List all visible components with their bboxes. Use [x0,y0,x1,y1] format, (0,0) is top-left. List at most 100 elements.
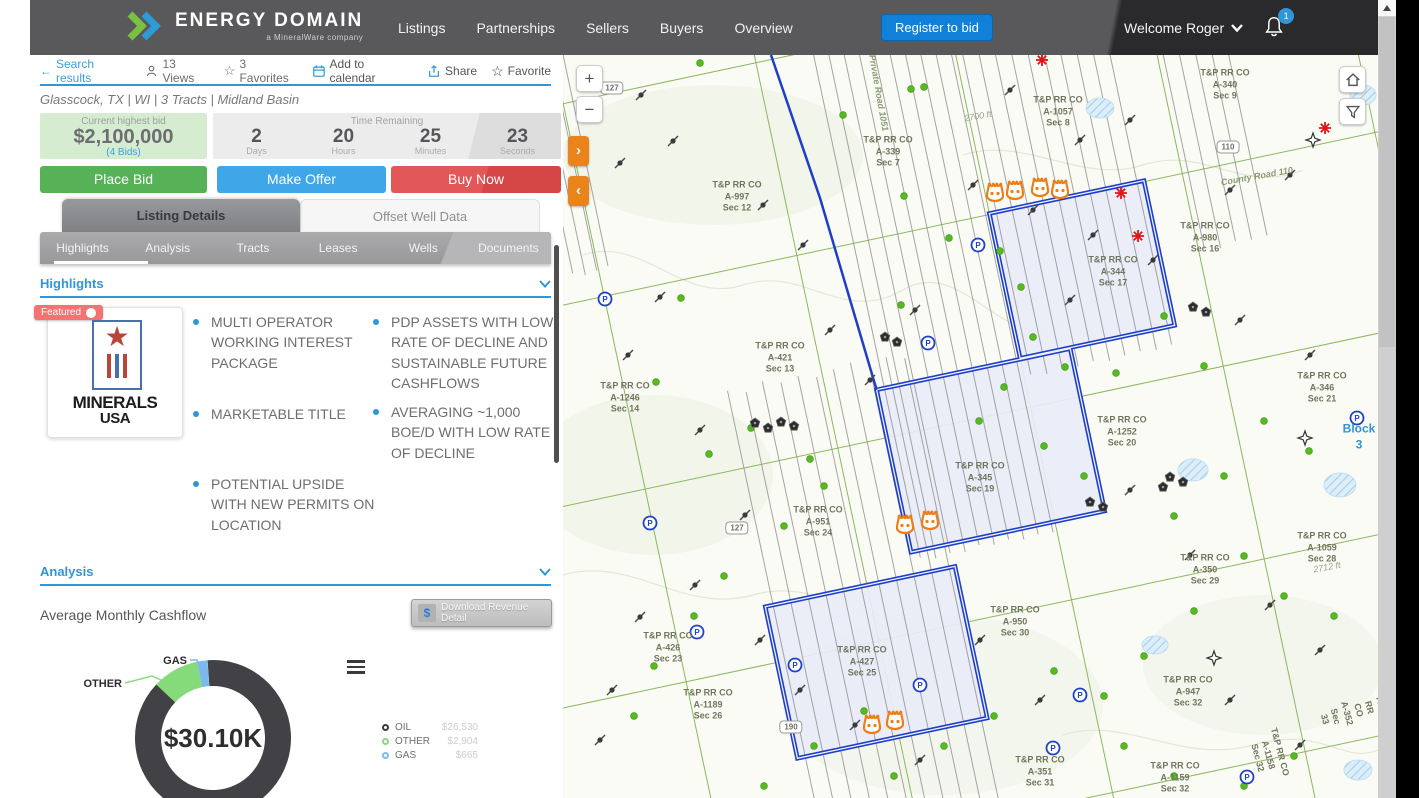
notifications-button[interactable]: 1 [1263,7,1295,42]
analysis-section-header[interactable]: Analysis [40,564,551,579]
minerals-usa-logo: ★ [92,320,142,390]
slice-label-gas: GAS [163,655,187,667]
register-to-bid-button[interactable]: Register to bid [881,14,993,41]
nav-sellers[interactable]: Sellers [586,19,629,36]
user-menu[interactable]: Welcome Roger [1124,19,1244,36]
highlight-bullet: PDP ASSETS WITH LOW RATE OF DECLINE AND … [373,312,561,393]
scrollbar-thumb[interactable] [1379,17,1395,347]
subtab-analysis[interactable]: Analysis [145,241,191,255]
featured-listing-card[interactable]: Featured ★ MINERALS USA [34,305,183,438]
featured-badge: Featured [34,305,104,320]
filter-icon [1345,105,1360,119]
subtab-leases[interactable]: Leases [318,241,358,255]
map-area[interactable]: P [563,55,1378,798]
map-canvas: P [563,55,1378,798]
subtab-highlights[interactable]: Highlights [56,241,109,255]
current-bid-box: Current highest bid $2,100,000 (4 Bids) [40,113,207,159]
nav-listings[interactable]: Listings [398,19,446,36]
gas-marker-icon [382,751,389,759]
donut-center-label: $30.10K [164,723,263,753]
bullet-icon [193,411,199,417]
chart-menu-button[interactable] [347,660,365,677]
chart-legend: OIL $26,530 OTHER $2,904 GAS $665 [382,720,478,762]
countdown-seconds: 23 Seconds [499,126,536,156]
buy-now-button[interactable]: Buy Now [391,166,561,193]
star-icon: ☆ [491,62,504,79]
page-scrollbar[interactable] [1378,0,1396,798]
divider [40,296,551,298]
top-nav-bar: ENERGY DOMAIN a MineralWare company List… [30,0,1378,55]
highlight-bullet: MULTI OPERATOR WORKING INTEREST PACKAGE [193,312,373,373]
place-bid-button[interactable]: Place Bid [40,166,207,193]
bids-link[interactable]: (4 Bids) [106,147,141,158]
legend-row-gas: GAS $665 [382,748,478,762]
lease-boundary-line [769,55,878,391]
highlight-bullet: MARKETABLE TITLE [193,404,373,424]
donut-slice-oil [135,660,291,798]
main-nav: Listings Partnerships Sellers Buyers Ove… [398,0,793,55]
welcome-label: Welcome Roger [1124,19,1225,36]
divider [40,84,551,86]
subtab-tracts[interactable]: Tracts [236,241,270,255]
legend-row-other: OTHER $2,904 [382,734,478,748]
panel-expand-button[interactable]: › [568,136,589,166]
subtab-wells[interactable]: Wells [408,241,438,255]
current-bid-amount: $2,100,000 [73,126,174,148]
share-button[interactable]: Share [427,64,477,78]
back-to-search[interactable]: ← Search results [40,57,95,85]
add-to-calendar-button[interactable]: Add to calendar [312,57,413,85]
chevron-down-icon [539,279,551,288]
views-count: 13 Views [145,57,210,85]
bullet-icon [193,319,199,325]
make-offer-button[interactable]: Make Offer [217,166,386,193]
download-revenue-detail-button[interactable]: $ Download Revenue Detail [411,599,552,627]
brand-subtitle: a MineralWare company [266,33,364,42]
brand-logo[interactable]: ENERGY DOMAIN a MineralWare company [125,10,363,42]
home-icon [1345,73,1360,87]
person-icon [147,65,157,77]
nav-overview[interactable]: Overview [734,19,793,36]
tab-offset-well-data[interactable]: Offset Well Data [300,199,540,233]
divider [40,584,551,586]
favorites-count: ☆ 3 Favorites [223,57,289,85]
subtab-documents[interactable]: Documents [478,241,539,255]
legend-row-oil: OIL $26,530 [382,720,478,734]
road-shield: 127 [725,521,749,535]
bullet-icon [373,319,379,325]
listing-panel: ← Search results 13 Views ☆ 3 Favorites [30,55,561,798]
energy-domain-chevron-icon [127,11,161,41]
map-zoom-in-button[interactable]: + [576,65,603,92]
panel-collapse-button[interactable]: ‹ [568,176,589,206]
tab-listing-details[interactable]: Listing Details [62,199,300,233]
time-remaining-box: Time Remaining 2 Days 20 Hours 25 Minutes 2… [213,113,561,159]
logo-text-line1: MINERALS [72,393,158,412]
countdown-minutes: 25 Minutes [414,126,447,156]
chevron-down-icon [539,567,551,576]
well-laterals [563,55,1268,798]
share-icon [429,65,440,77]
road-shield: 110 [1216,140,1240,154]
nav-partnerships[interactable]: Partnerships [476,19,556,36]
highlights-section-header[interactable]: Highlights [40,276,551,291]
panel-scrollbar[interactable] [554,245,559,463]
screen-edge [1396,0,1419,798]
countdown-hours: 20 Hours [331,126,356,156]
slice-label-other: OTHER [84,678,123,690]
bullet-icon [373,409,379,415]
road-shield: 127 [600,81,624,95]
calendar-icon [312,65,325,77]
map-zoom-out-button[interactable]: − [576,96,603,123]
countdown-days: 2 Days [246,126,267,156]
subtab-bar: Highlights Analysis Tracts Leases Wells … [40,232,551,264]
favorite-button[interactable]: ☆ Favorite [491,62,551,79]
nav-buyers[interactable]: Buyers [659,19,704,36]
bullet-icon [193,481,199,487]
scroll-up-button[interactable] [1378,0,1396,16]
logo-text-line2: USA [99,410,131,427]
map-filter-button[interactable] [1339,98,1366,125]
map-home-button[interactable] [1339,66,1366,93]
arrow-up-icon [1383,5,1391,11]
oil-marker-icon [382,723,389,731]
other-connector-line [124,675,175,687]
dollar-icon: $ [418,604,436,622]
